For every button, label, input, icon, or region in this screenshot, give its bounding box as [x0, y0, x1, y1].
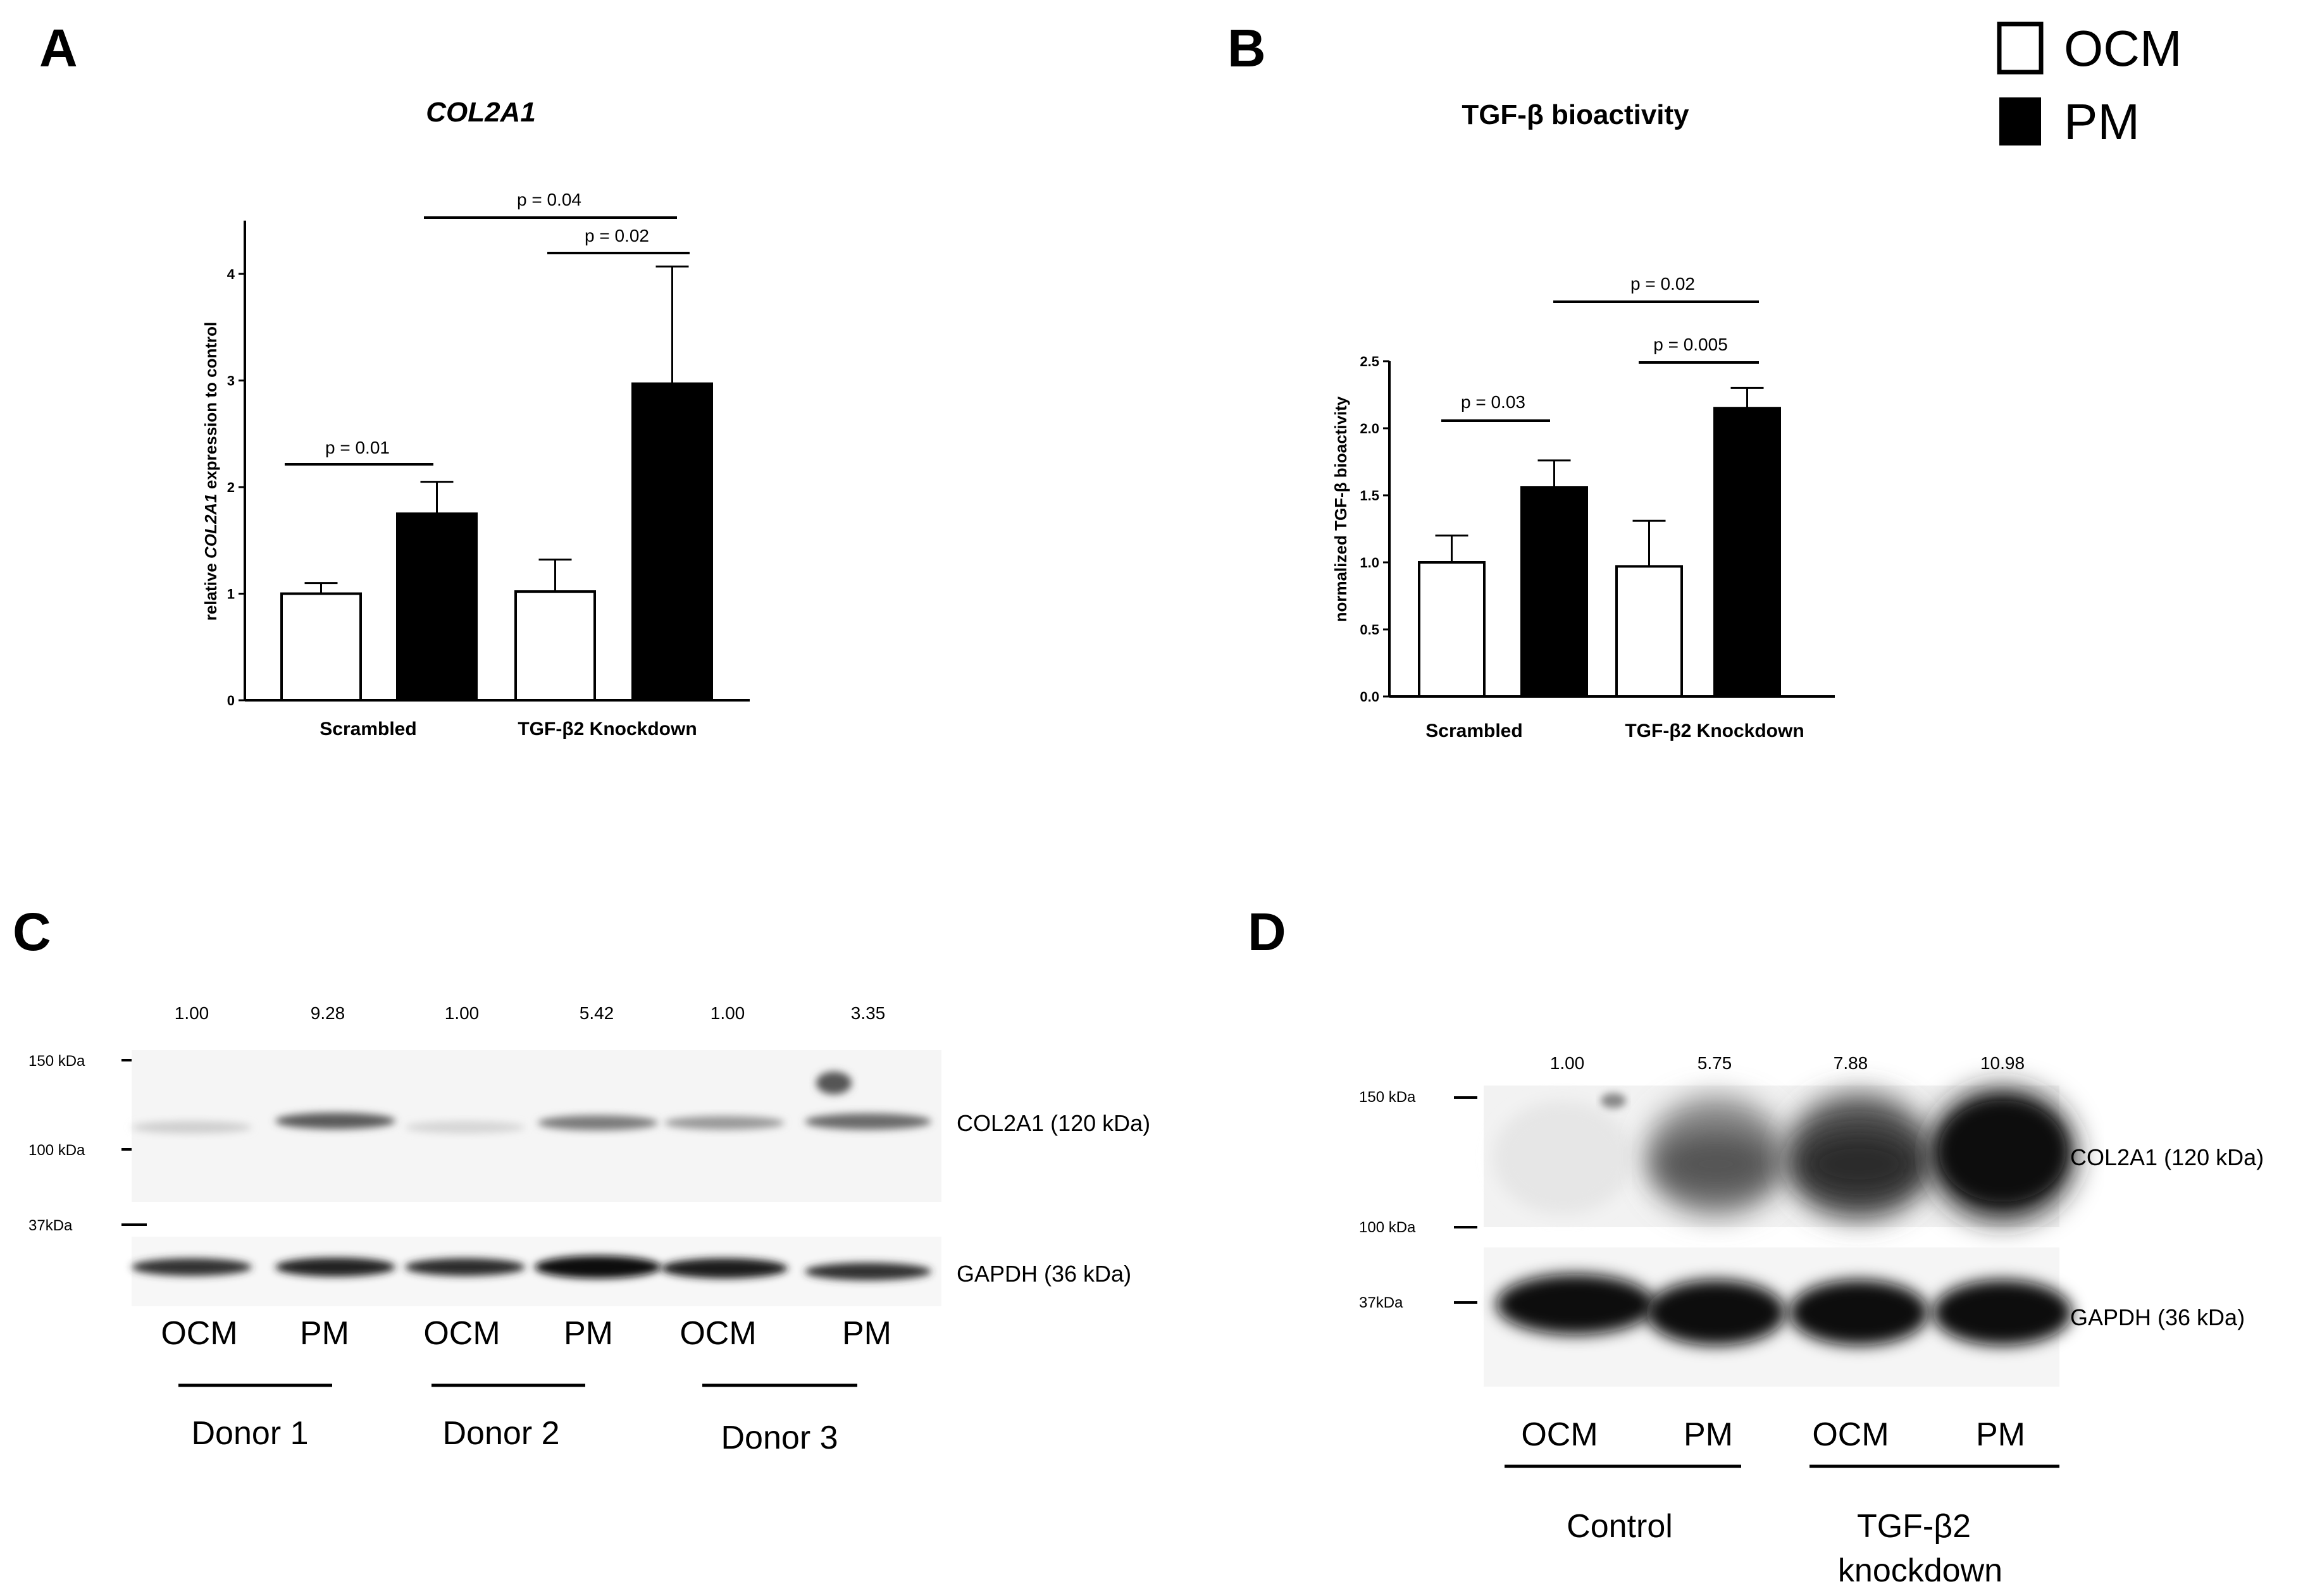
panel-a-tick-label: 3 [227, 373, 235, 389]
panel-b-category-label: TGF-β2 Knockdown [1625, 721, 1804, 741]
panel-c-protein-label: GAPDH (36 kDa) [957, 1261, 1131, 1287]
panel-b-bar-ocm [1615, 565, 1683, 698]
panel-a-tick-label: 0 [227, 693, 235, 708]
panel-d-lane-label: PM [1976, 1416, 2025, 1453]
panel-c-gapdh-blot [132, 1237, 941, 1306]
panel-a-tick-label: 2 [227, 479, 235, 495]
panel-c-band-value: 1.00 [445, 1003, 480, 1023]
panel-c-lane-label: OCM [423, 1315, 500, 1352]
panel-c-mw-marker: 150 kDa [28, 1053, 85, 1070]
panel-d-band-value: 1.00 [1550, 1053, 1585, 1073]
panel-c-group-label: Donor 2 [443, 1415, 560, 1452]
panel-c-lane-label: PM [842, 1315, 891, 1352]
panel-a-pvalue: p = 0.04 [517, 190, 581, 209]
panel-c-col2a1-blot [132, 1050, 941, 1202]
legend-swatch-ocm [1997, 22, 2044, 75]
panel-d-mw-marker: 100 kDa [1359, 1219, 1416, 1236]
panel-d-group-label: Control [1567, 1508, 1673, 1545]
panel-b: B TGF-β bioactivity normalized TGF-β bio… [1227, 18, 1835, 741]
panel-c-mw-marker: 37kDa [28, 1217, 73, 1234]
panel-b-pvalue: p = 0.03 [1461, 392, 1525, 412]
panel-a-bar-pm [631, 382, 713, 702]
panel-d-lane-label: OCM [1812, 1416, 1889, 1453]
panel-d-band-value: 7.88 [1834, 1053, 1868, 1073]
panel-b-tick-label: 0.5 [1360, 622, 1379, 638]
panel-c-mw-marker: 100 kDa [28, 1142, 85, 1159]
panel-a-y-axis-label: relative COL2A1 expression to control [201, 322, 220, 621]
panel-b-tick-label: 2.5 [1360, 354, 1379, 369]
panel-b-bar-pm [1520, 486, 1588, 698]
panel-b-y-ticks: 0.0 0.5 1.0 1.5 2.0 2.5 [1360, 354, 1389, 705]
legend-label-ocm: OCM [2064, 20, 2182, 77]
panel-c-band-value: 5.42 [580, 1003, 614, 1023]
panel-d-band-value: 5.75 [1698, 1053, 1732, 1073]
panel-d-mw-marker: 37kDa [1359, 1294, 1403, 1311]
panel-a-category-label: Scrambled [320, 719, 416, 739]
panel-a-bar-pm [396, 512, 478, 702]
panel-a-y-ticks: 0 1 2 3 4 [227, 266, 245, 708]
panel-b-tick-label: 2.0 [1360, 421, 1379, 436]
panel-c: C 1.00 9.28 1.00 5.42 1.00 3.35 150 kDa … [13, 902, 1150, 1456]
panel-a-pvalue: p = 0.01 [325, 438, 390, 457]
panel-b-bars [1418, 387, 1781, 698]
panel-d-group-label: TGF-β2 [1857, 1508, 1971, 1545]
panel-c-band-value: 1.00 [711, 1003, 745, 1023]
panel-d-lane-label: PM [1684, 1416, 1733, 1453]
panel-a: A COL2A1 relative COL2A1 expression to c… [39, 18, 750, 739]
panel-b-y-axis-label: normalized TGF-β bioactivity [1331, 396, 1350, 622]
panel-b-pvalue: p = 0.005 [1653, 335, 1728, 354]
panel-c-letter: C [13, 902, 51, 962]
panel-a-bar-ocm [280, 592, 362, 702]
legend: OCM PM [1997, 20, 2182, 150]
panel-c-lane-label: PM [300, 1315, 349, 1352]
panel-b-pvalue: p = 0.02 [1630, 274, 1695, 294]
panel-c-group-label: Donor 1 [192, 1415, 309, 1452]
panel-d-protein-label: GAPDH (36 kDa) [2070, 1304, 2245, 1330]
panel-c-band-value: 1.00 [175, 1003, 209, 1023]
panel-a-title: COL2A1 [426, 97, 536, 128]
legend-label-pm: PM [2064, 94, 2140, 150]
panel-b-tick-label: 1.5 [1360, 488, 1379, 504]
panel-a-letter: A [39, 18, 78, 78]
panel-a-pvalue: p = 0.02 [585, 226, 649, 245]
panel-b-tick-label: 1.0 [1360, 555, 1379, 571]
panel-c-protein-label: COL2A1 (120 kDa) [957, 1110, 1150, 1136]
panel-c-group-label: Donor 3 [721, 1420, 838, 1456]
panel-d-protein-label: COL2A1 (120 kDa) [2070, 1144, 2264, 1170]
panel-b-title: TGF-β bioactivity [1462, 99, 1689, 130]
panel-b-category-label: Scrambled [1425, 721, 1522, 741]
panel-a-tick-label: 1 [227, 586, 235, 602]
panel-d: D 1.00 5.75 7.88 10.98 150 kDa 100 kDa 3… [1248, 902, 2264, 1589]
panel-a-category-label: TGF-β2 Knockdown [518, 719, 697, 739]
panel-d-mw-marker: 150 kDa [1359, 1089, 1416, 1106]
panel-c-lane-label: PM [564, 1315, 613, 1352]
panel-c-lane-label: OCM [680, 1315, 756, 1352]
panel-c-lane-label: OCM [161, 1315, 237, 1352]
panel-c-band-value: 3.35 [851, 1003, 886, 1023]
panel-a-bars [280, 265, 713, 702]
panel-d-gapdh-blot [1484, 1247, 2072, 1387]
panel-b-tick-label: 0.0 [1360, 689, 1379, 705]
panel-d-col2a1-blot [1484, 1086, 2075, 1227]
panel-d-group-label: knockdown [1838, 1552, 2002, 1589]
panel-c-band-value: 9.28 [311, 1003, 345, 1023]
panel-b-letter: B [1227, 18, 1266, 78]
panel-d-lane-label: OCM [1521, 1416, 1598, 1453]
panel-d-letter: D [1248, 902, 1286, 962]
panel-a-bar-ocm [514, 590, 596, 702]
panel-a-tick-label: 4 [227, 266, 235, 282]
panel-b-bar-ocm [1418, 561, 1486, 698]
panel-b-bar-pm [1713, 407, 1781, 698]
panel-d-band-value: 10.98 [1980, 1053, 2025, 1073]
legend-swatch-pm [1999, 97, 2041, 145]
